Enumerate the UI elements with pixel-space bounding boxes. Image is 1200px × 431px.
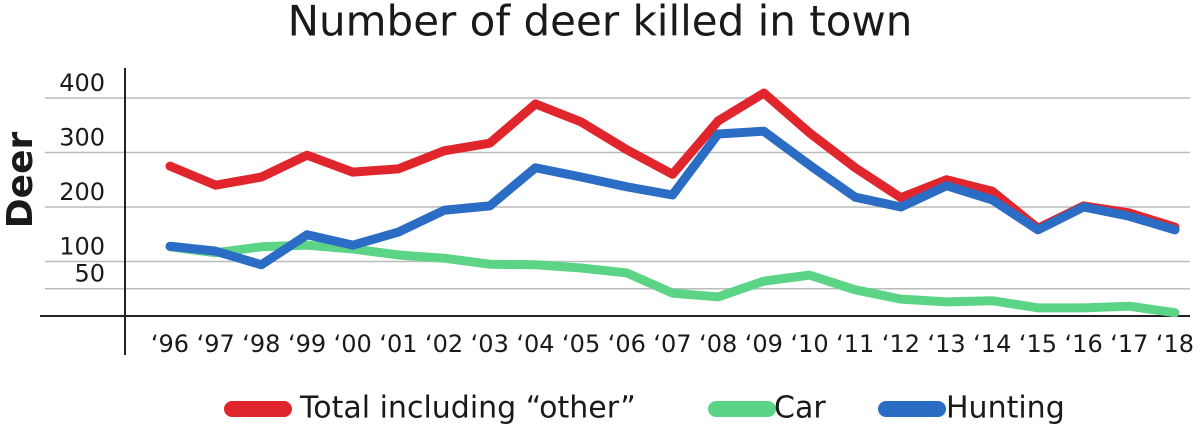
line-series (165, 126, 1180, 270)
x-tick-label: ‘12 (882, 330, 920, 358)
x-tick-label: ‘14 (973, 330, 1011, 358)
line-series (165, 240, 1180, 318)
x-tick-label: ‘96 (151, 330, 189, 358)
x-tick-label: ‘02 (425, 330, 463, 358)
y-tick-label: 400 (59, 69, 105, 97)
x-tick-label: ‘11 (836, 330, 874, 358)
x-tick-label: ‘03 (471, 330, 509, 358)
y-tick-label: 300 (59, 123, 105, 151)
x-tick-label: ‘17 (1110, 330, 1148, 358)
x-tick-label: ‘01 (379, 330, 417, 358)
x-tick-label: ‘13 (928, 330, 966, 358)
y-axis-label: Deer (0, 132, 41, 229)
legend-label: Hunting (946, 391, 1065, 426)
chart-title: Number of deer killed in town (288, 0, 913, 46)
y-tick-label: 100 (59, 232, 105, 260)
x-tick-label: ‘97 (197, 330, 235, 358)
x-tick-label: ‘07 (653, 330, 691, 358)
line-series (165, 88, 1180, 233)
y-tick-label: 50 (74, 260, 105, 288)
x-tick-label: ‘16 (1065, 330, 1103, 358)
x-tick-label: ‘08 (699, 330, 737, 358)
x-tick-label: ‘05 (562, 330, 600, 358)
x-tick-label: ‘18 (1156, 330, 1194, 358)
y-tick-label: 200 (59, 178, 105, 206)
x-tick-label: ‘15 (1019, 330, 1057, 358)
x-tick-label: ‘06 (608, 330, 646, 358)
x-tick-label: ‘00 (334, 330, 372, 358)
legend-label: Car (774, 391, 826, 426)
x-tick-label: ‘98 (242, 330, 280, 358)
x-tick-label: ‘99 (288, 330, 326, 358)
x-tick-label: ‘04 (516, 330, 554, 358)
x-tick-label: ‘10 (790, 330, 828, 358)
x-tick-label: ‘09 (745, 330, 783, 358)
legend-label: Total including “other” (299, 391, 636, 426)
